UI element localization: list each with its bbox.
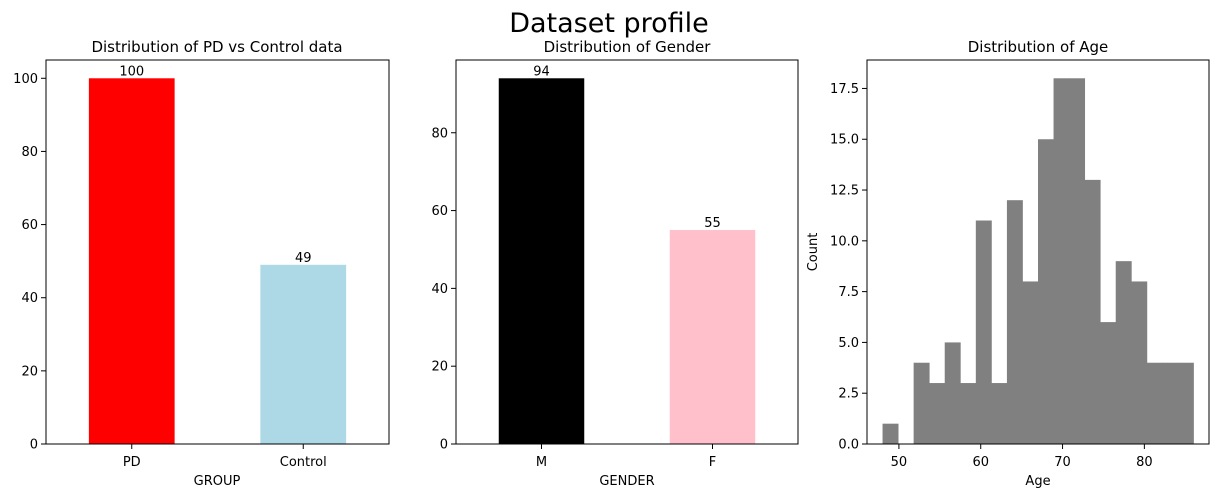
chart-age-xtick-label: 60 <box>972 455 989 470</box>
chart-group-xtick-label: PD <box>123 455 141 470</box>
chart-group-data-label: 100 <box>119 64 144 79</box>
chart-age-ytick-label: 2.5 <box>838 387 859 402</box>
chart-gender-data-label: 55 <box>704 216 721 231</box>
chart-gender: Distribution of Gender 0 20 40 60 80 94 M 55 F G… <box>431 38 799 489</box>
chart-group-ytick-label: 80 <box>21 145 38 160</box>
chart-age-hist-bin <box>1131 281 1148 444</box>
chart-group-xlabel: GROUP <box>194 474 241 489</box>
chart-age-hist-bin <box>991 383 1008 444</box>
chart-age-ytick-label: 15.0 <box>830 133 859 148</box>
chart-age-plot: 0.0 2.5 5.0 7.5 10.0 12.5 15.0 17.5 50 60 70 80 <box>830 78 1194 470</box>
chart-age-ytick-label: 7.5 <box>838 285 859 300</box>
chart-age-ytick-label: 0.0 <box>838 438 859 453</box>
chart-age-hist-bin <box>975 220 992 444</box>
chart-age-xtick-label: 80 <box>1136 455 1153 470</box>
chart-age-frame <box>866 59 1210 445</box>
chart-age-ylabel: Count <box>806 233 821 272</box>
chart-gender-ytick-label: 60 <box>431 204 448 219</box>
chart-age-hist-bin <box>882 423 899 444</box>
chart-gender-data-label: 94 <box>533 64 550 79</box>
chart-age-xtick-label: 70 <box>1054 455 1071 470</box>
chart-age-ytick-label: 10.0 <box>830 234 859 249</box>
chart-gender-ytick-label: 20 <box>431 360 448 375</box>
chart-gender-bar-m <box>498 78 585 445</box>
chart-age-xtick-label: 50 <box>891 455 908 470</box>
chart-group-ytick-label: 20 <box>21 364 38 379</box>
chart-group-bar-pd <box>88 78 175 445</box>
chart-age-hist-bin <box>1038 139 1054 444</box>
chart-gender-title: Distribution of Gender <box>544 38 712 56</box>
chart-gender-frame <box>455 59 799 445</box>
chart-age-hist-bin <box>913 362 930 444</box>
chart-group-bar-control <box>260 264 347 444</box>
chart-group-ytick-label: 40 <box>21 291 38 306</box>
chart-age-hist-bin <box>1115 261 1132 444</box>
chart-age-hist-bin <box>1146 362 1163 444</box>
chart-group-ytick-label: 0 <box>30 438 38 453</box>
chart-group-plot: 0 20 40 60 80 100 100 PD 49 Control <box>13 64 347 470</box>
chart-age: Distribution of Age 0.0 2.5 5.0 7.5 10.0 12.5… <box>806 38 1210 489</box>
chart-group: Distribution of PD vs Control data 0 20 40… <box>13 38 390 489</box>
suptitle: Dataset profile <box>509 8 709 39</box>
chart-group-data-label: 49 <box>295 251 312 266</box>
chart-age-title: Distribution of Age <box>968 38 1109 56</box>
chart-gender-ytick-label: 40 <box>431 282 448 297</box>
chart-age-hist-bin <box>1069 78 1086 445</box>
chart-group-xtick-label: Control <box>280 455 327 470</box>
chart-gender-xtick-label: F <box>709 455 716 470</box>
chart-group-title: Distribution of PD vs Control data <box>91 38 342 56</box>
chart-gender-plot: 0 20 40 60 80 94 M 55 F <box>431 64 756 470</box>
chart-group-ytick-label: 100 <box>13 72 38 87</box>
chart-age-hist-bin <box>1084 179 1101 444</box>
chart-age-hist-bin <box>1100 322 1117 444</box>
chart-group-frame <box>45 59 390 445</box>
chart-gender-bar-f <box>669 230 756 444</box>
chart-age-hist-bin <box>1053 78 1070 445</box>
chart-gender-xtick-label: M <box>536 455 547 470</box>
chart-gender-ytick-label: 80 <box>431 126 448 141</box>
chart-age-ytick-label: 5.0 <box>838 336 859 351</box>
chart-age-hist-bin <box>1022 281 1039 444</box>
chart-age-hist-bin <box>1006 200 1023 444</box>
chart-group-ytick-label: 60 <box>21 218 38 233</box>
chart-gender-ytick-label: 0 <box>440 438 448 453</box>
chart-age-hist-bin <box>944 342 961 444</box>
chart-age-hist-bin <box>960 383 977 444</box>
chart-age-ytick-label: 17.5 <box>830 82 859 97</box>
chart-age-xlabel: Age <box>1025 474 1050 489</box>
chart-age-ytick-label: 12.5 <box>830 184 859 199</box>
chart-age-hist-bin <box>1177 362 1194 444</box>
chart-gender-xlabel: GENDER <box>599 474 654 489</box>
chart-age-hist-bin <box>1162 362 1179 444</box>
chart-age-hist-bin <box>929 383 946 444</box>
